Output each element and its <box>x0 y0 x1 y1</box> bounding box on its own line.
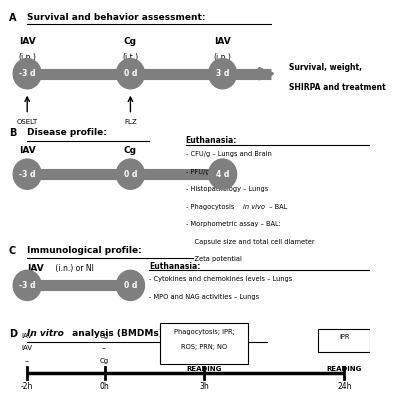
Text: IAV: IAV <box>19 146 36 155</box>
Text: READING: READING <box>326 366 362 372</box>
Text: 0 d: 0 d <box>124 281 137 290</box>
Text: In vitro: In vitro <box>27 329 64 338</box>
Circle shape <box>13 58 41 89</box>
Text: IAV: IAV <box>214 37 231 46</box>
Text: FLZ: FLZ <box>124 118 137 124</box>
Text: - Phagocytosis: - Phagocytosis <box>186 204 236 210</box>
Text: (i.n.): (i.n.) <box>18 53 36 62</box>
Circle shape <box>116 159 144 189</box>
FancyBboxPatch shape <box>160 323 248 364</box>
Text: A: A <box>9 13 16 23</box>
Circle shape <box>13 270 41 300</box>
Text: 0 d: 0 d <box>124 69 137 78</box>
Text: 3 d: 3 d <box>216 69 229 78</box>
Text: D: D <box>9 329 17 339</box>
Text: Immunological profile:: Immunological profile: <box>27 246 142 255</box>
Text: --: -- <box>102 345 107 351</box>
FancyBboxPatch shape <box>318 329 370 352</box>
Text: - Morphometric assay – BAL:: - Morphometric assay – BAL: <box>186 221 280 227</box>
Text: 4 d: 4 d <box>216 170 229 179</box>
Text: in vivo: in vivo <box>243 204 265 210</box>
Text: IAV: IAV <box>22 345 33 351</box>
Circle shape <box>13 159 41 189</box>
Text: - Cytokines and chemokines levels – Lungs: - Cytokines and chemokines levels – Lung… <box>149 276 292 282</box>
Text: 0h: 0h <box>100 382 110 390</box>
Text: (i.n.): (i.n.) <box>18 162 36 171</box>
Text: Cg: Cg <box>100 358 109 364</box>
Text: IPR: IPR <box>339 334 350 340</box>
Text: IAV: IAV <box>19 37 36 46</box>
Text: Euthanasia:: Euthanasia: <box>186 136 237 146</box>
Text: IAV: IAV <box>22 333 33 339</box>
Text: -2h: -2h <box>21 382 33 390</box>
Text: - MPO and NAG activities – Lungs: - MPO and NAG activities – Lungs <box>149 294 259 300</box>
Text: Phagocytosis; IPR;: Phagocytosis; IPR; <box>174 329 234 335</box>
Text: READING: READING <box>186 366 222 372</box>
Text: Survival, weight,: Survival, weight, <box>289 63 362 72</box>
Text: analysis (BMDMs):: analysis (BMDMs): <box>69 329 166 338</box>
Text: -3 d: -3 d <box>19 281 36 290</box>
Text: Euthanasia:: Euthanasia: <box>149 262 200 270</box>
Text: (i.n.) or NI: (i.n.) or NI <box>53 264 94 272</box>
Text: B: B <box>9 128 16 138</box>
Text: (i.t.): (i.t.) <box>122 53 138 62</box>
Text: - PFU/g – Lungs: - PFU/g – Lungs <box>186 169 236 175</box>
Circle shape <box>208 58 237 89</box>
Text: 24h: 24h <box>337 382 352 390</box>
Text: 0 d: 0 d <box>124 170 137 179</box>
Text: (i.t.): (i.t.) <box>122 162 138 171</box>
Circle shape <box>116 270 144 300</box>
Text: Zeta potential: Zeta potential <box>186 256 242 262</box>
Text: ROS; PRN; NO: ROS; PRN; NO <box>181 344 227 350</box>
Text: - Histopathology – Lungs: - Histopathology – Lungs <box>186 186 268 192</box>
Text: -3 d: -3 d <box>19 69 36 78</box>
Text: --: -- <box>25 358 30 364</box>
Text: 3h: 3h <box>199 382 209 390</box>
Text: OSELT: OSELT <box>16 118 38 124</box>
Text: Cg: Cg <box>100 333 109 339</box>
Text: SHIRPA and treatment: SHIRPA and treatment <box>289 83 386 92</box>
Text: C: C <box>9 246 16 256</box>
Text: Disease profile:: Disease profile: <box>27 128 107 138</box>
Text: -3 d: -3 d <box>19 170 36 179</box>
Circle shape <box>116 58 144 89</box>
Text: - CFU/g – Lungs and Brain: - CFU/g – Lungs and Brain <box>186 151 272 157</box>
Text: Survival and behavior assessment:: Survival and behavior assessment: <box>27 13 206 22</box>
Text: Capsule size and total cell diameter: Capsule size and total cell diameter <box>186 238 314 244</box>
Text: (i.n.): (i.n.) <box>214 53 232 62</box>
Text: Cg: Cg <box>124 146 137 155</box>
Circle shape <box>208 159 237 189</box>
Text: Cg: Cg <box>124 37 137 46</box>
Text: IAV: IAV <box>27 264 44 272</box>
Text: – BAL: – BAL <box>267 204 287 210</box>
